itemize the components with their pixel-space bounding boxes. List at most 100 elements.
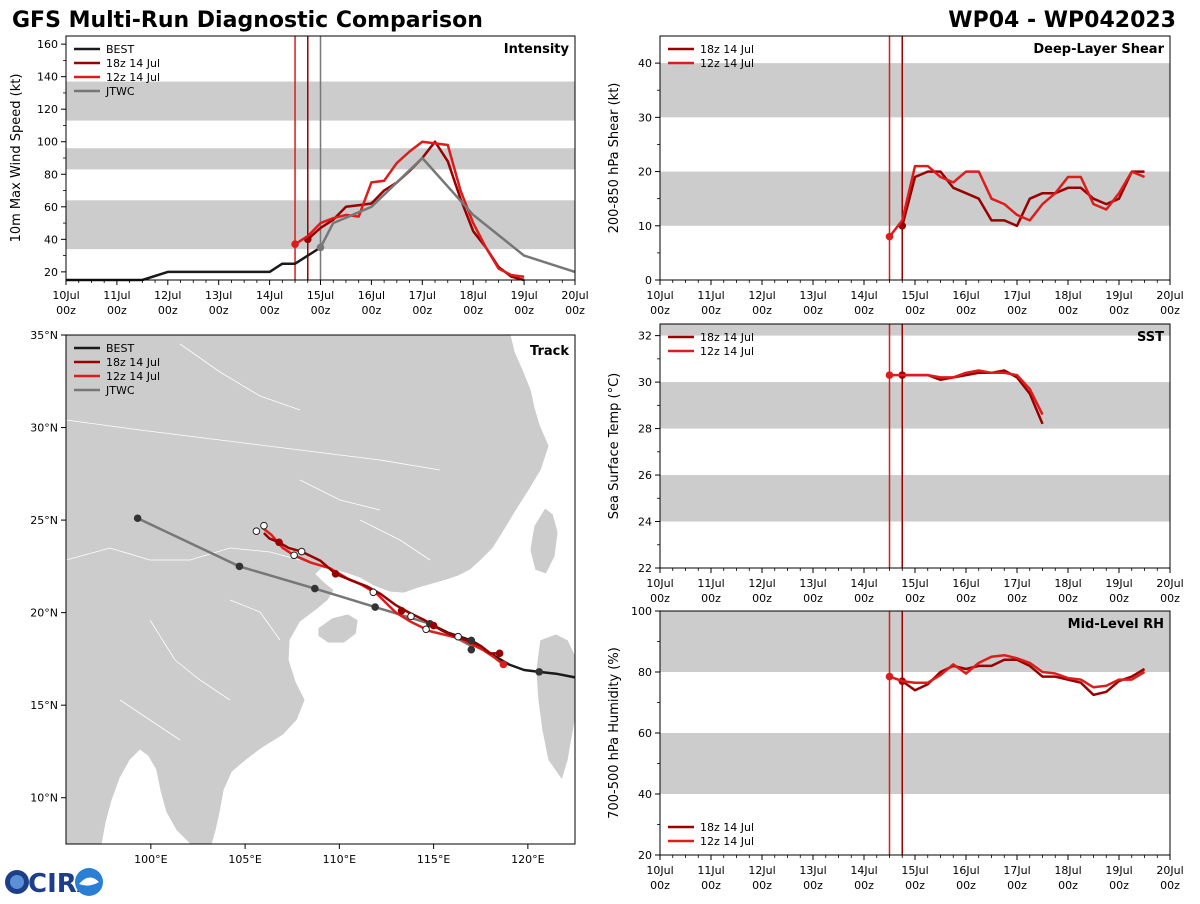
intensity-ylabel: 10m Max Wind Speed (kt): [9, 74, 24, 243]
intensity-ytick-label-3: 80: [44, 168, 58, 181]
rh-xtick-hour-10: 00z: [1160, 879, 1180, 892]
intensity-ytick-label-2: 60: [44, 201, 58, 214]
shear-xtick-day-5: 15Jul: [901, 289, 928, 302]
shear-ytick-label-0: 0: [645, 274, 652, 287]
shear-band-1: [660, 63, 1170, 118]
intensity-xtick-hour-10: 00z: [565, 304, 585, 317]
sst-title: SST: [1137, 330, 1164, 345]
shear-xtick-hour-3: 00z: [803, 304, 823, 317]
track-point-run18-0: [495, 649, 504, 658]
figure-title: GFS Multi-Run Diagnostic Comparison: [12, 8, 483, 33]
land-borders: [66, 343, 441, 741]
sst-xtick-day-8: 18Jul: [1054, 577, 1081, 590]
rh-xtick-hour-3: 00z: [803, 879, 823, 892]
rh-xtick-day-10: 20Jul: [1156, 864, 1183, 877]
storm-id: WP04 - WP042023: [948, 8, 1176, 33]
intensity-start-dot-jtwc: [316, 243, 325, 252]
intensity-xtick-hour-8: 00z: [463, 304, 483, 317]
track-point-jtwc-0: [467, 645, 476, 654]
shear-xtick-day-8: 18Jul: [1054, 289, 1081, 302]
shear-xtick-hour-5: 00z: [905, 304, 925, 317]
rh-xtick-day-4: 14Jul: [850, 864, 877, 877]
intensity-ytick-label-7: 160: [37, 38, 58, 51]
sst-plot-area: [660, 324, 1170, 568]
intensity-xtick-day-10: 20Jul: [561, 289, 588, 302]
sst-xtick-day-5: 15Jul: [901, 577, 928, 590]
intensity-start-dot-run12: [291, 240, 299, 249]
shear-xtick-day-4: 14Jul: [850, 289, 877, 302]
intensity-xtick-day-2: 12Jul: [154, 289, 181, 302]
sst-xtick-day-10: 20Jul: [1156, 577, 1183, 590]
track-point-run12-4: [369, 588, 378, 597]
track-legend-label-best: BEST: [106, 342, 134, 355]
sst-panel: 22 24 26 28 30 32 10Jul 00z 11Jul 00z 12Jul 00z 13Ju…: [607, 323, 1184, 605]
intensity-xtick-day-9: 19Jul: [510, 289, 537, 302]
intensity-legend-label-best: BEST: [106, 43, 134, 56]
track-lat-label-0: 10°N: [30, 792, 58, 805]
track-lat-label-4: 30°N: [30, 422, 58, 435]
rh-xtick-hour-7: 00z: [1007, 879, 1027, 892]
shear-xtick-hour-0: 00z: [650, 304, 670, 317]
sst-xtick-hour-2: 00z: [752, 592, 772, 605]
rh-legend-label-run12: 12z 14 Jul: [700, 835, 754, 848]
track-panel: 100°E 105°E 110°E 115°E 120°E 10°N 15°N 20°N 25°…: [30, 329, 576, 866]
land-mainland: [66, 335, 550, 844]
rh-ytick-label-1: 40: [638, 788, 652, 801]
intensity-legend-label-jtwc: JTWC: [105, 85, 135, 98]
shear-xtick-hour-4: 00z: [854, 304, 874, 317]
track-point-run12-6: [290, 551, 298, 560]
track-point-best-1: [467, 636, 476, 645]
sst-start-dot-run12: [885, 371, 894, 379]
track-point-run12-7: [260, 521, 268, 530]
track-axes: 100°E 105°E 110°E 115°E 120°E 10°N 15°N 20°N 25°…: [30, 329, 544, 866]
sst-xtick-day-0: 10Jul: [646, 577, 673, 590]
sst-band-1: [660, 382, 1170, 429]
cira-globe-inner-icon: [10, 875, 24, 889]
intensity-ytick-label-6: 140: [37, 71, 58, 84]
rh-xtick-day-0: 10Jul: [646, 864, 673, 877]
rh-band-1: [660, 611, 1170, 672]
rh-xtick-hour-4: 00z: [854, 879, 874, 892]
track-legend-label-jtwc: JTWC: [105, 384, 135, 397]
track-point-jtwc-2: [371, 603, 379, 611]
track-point-run18-2: [397, 606, 406, 615]
track-point-jtwc-3: [311, 584, 319, 593]
intensity-ytick-label-4: 100: [37, 136, 58, 149]
sst-xtick-day-9: 19Jul: [1105, 577, 1132, 590]
intensity-xtick-hour-3: 00z: [209, 304, 229, 317]
intensity-xtick-hour-5: 00z: [311, 304, 331, 317]
shear-xtick-day-10: 20Jul: [1156, 289, 1183, 302]
rh-xtick-day-1: 11Jul: [697, 864, 724, 877]
shear-ytick-label-4: 40: [638, 57, 652, 70]
track-lon-label-4: 120°E: [511, 853, 544, 866]
track-point-run12-2: [422, 625, 430, 634]
track-lon-label-3: 115°E: [417, 853, 450, 866]
intensity-xtick-day-6: 16Jul: [358, 289, 385, 302]
shear-legend-label-run12: 12z 14 Jul: [700, 57, 754, 70]
sst-legend-label-run12: 12z 14 Jul: [700, 345, 754, 358]
intensity-xtick-day-7: 17Jul: [409, 289, 436, 302]
intensity-xtick-day-4: 14Jul: [256, 289, 283, 302]
rh-xtick-hour-0: 00z: [650, 879, 670, 892]
sst-xtick-hour-1: 00z: [701, 592, 721, 605]
rh-ytick-label-0: 20: [638, 849, 652, 862]
rh-xtick-day-8: 18Jul: [1054, 864, 1081, 877]
intensity-xtick-day-8: 18Jul: [460, 289, 487, 302]
shear-xtick-day-2: 12Jul: [748, 289, 775, 302]
rh-xtick-day-7: 17Jul: [1003, 864, 1030, 877]
shear-xtick-day-3: 13Jul: [799, 289, 826, 302]
intensity-xtick-hour-2: 00z: [158, 304, 178, 317]
sst-xtick-day-7: 17Jul: [1003, 577, 1030, 590]
rh-ylabel: 700-500 hPa Humidity (%): [607, 647, 622, 819]
shear-ytick-label-1: 10: [638, 220, 652, 233]
shear-xtick-day-6: 16Jul: [952, 289, 979, 302]
rh-ytick-label-2: 60: [638, 727, 652, 740]
track-map: [66, 335, 575, 844]
shear-ylabel: 200-850 hPa Shear (kt): [607, 83, 622, 234]
shear-line-run12: [888, 164, 1145, 238]
track-legend-label-run18: 18z 14 Jul: [106, 356, 160, 369]
intensity-xtick-hour-6: 00z: [362, 304, 382, 317]
